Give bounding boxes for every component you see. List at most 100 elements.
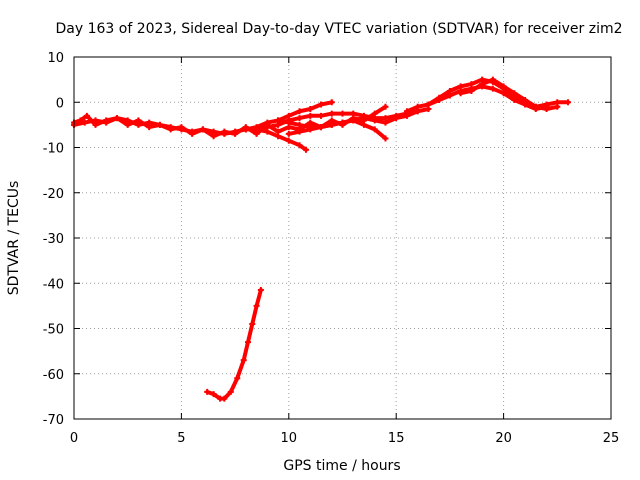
data-point bbox=[489, 85, 496, 92]
data-point bbox=[275, 117, 282, 124]
data-point bbox=[285, 119, 292, 126]
data-point bbox=[264, 119, 271, 126]
y-axis-ticks: 10 0 -10 -20 -30 -40 -50 -60 -70 bbox=[43, 51, 611, 428]
series-track-8 bbox=[425, 83, 550, 113]
data-point bbox=[382, 135, 389, 142]
y-tick-label: -20 bbox=[43, 187, 64, 202]
data-point bbox=[457, 90, 464, 97]
chart-title: Day 163 of 2023, Sidereal Day-to-day VTE… bbox=[56, 21, 623, 37]
data-point bbox=[227, 388, 234, 395]
data-point bbox=[199, 126, 206, 133]
series-line bbox=[426, 84, 549, 111]
y-tick-label: -60 bbox=[43, 368, 64, 383]
data-point bbox=[436, 96, 443, 103]
series-line bbox=[458, 77, 560, 111]
data-point bbox=[479, 81, 486, 88]
data-point bbox=[489, 76, 496, 83]
data-point bbox=[240, 357, 247, 364]
data-point bbox=[234, 375, 241, 382]
series-track-6 bbox=[285, 106, 432, 137]
data-point bbox=[296, 108, 303, 115]
data-point bbox=[210, 133, 217, 140]
x-tick-label: 5 bbox=[177, 431, 185, 446]
data-point bbox=[382, 119, 389, 126]
data-point bbox=[103, 119, 110, 126]
y-tick-label: -40 bbox=[43, 277, 64, 292]
data-point bbox=[296, 128, 303, 135]
data-point bbox=[249, 320, 256, 327]
data-point bbox=[403, 108, 410, 115]
data-point bbox=[339, 110, 346, 117]
data-point bbox=[146, 124, 153, 131]
data-point bbox=[371, 126, 378, 133]
data-point bbox=[189, 130, 196, 137]
y-tick-label: -50 bbox=[43, 323, 64, 338]
data-point bbox=[500, 83, 507, 90]
data-point bbox=[382, 103, 389, 110]
y-tick-label: -30 bbox=[43, 232, 64, 247]
data-point bbox=[285, 137, 292, 144]
data-point bbox=[543, 106, 550, 113]
data-point bbox=[360, 115, 367, 122]
x-tick-label: 10 bbox=[281, 431, 298, 446]
data-point bbox=[318, 101, 325, 108]
data-point bbox=[275, 133, 282, 140]
data-point bbox=[328, 121, 335, 128]
data-point bbox=[178, 124, 185, 131]
series-track-2 bbox=[71, 103, 389, 140]
data-point bbox=[511, 90, 518, 97]
data-point bbox=[318, 112, 325, 119]
data-point bbox=[500, 90, 507, 97]
x-axis-ticks: 0 5 10 15 20 25 bbox=[70, 57, 619, 446]
data-point bbox=[285, 112, 292, 119]
data-point bbox=[232, 130, 239, 137]
data-point bbox=[414, 103, 421, 110]
data-point bbox=[371, 110, 378, 117]
grid-lines bbox=[74, 57, 611, 419]
series-track-10 bbox=[204, 287, 264, 402]
data-point bbox=[204, 388, 211, 395]
series-track-9 bbox=[457, 76, 561, 113]
data-point bbox=[257, 287, 264, 294]
y-tick-label: 10 bbox=[47, 51, 64, 66]
data-point bbox=[425, 101, 432, 108]
data-point bbox=[350, 117, 357, 124]
data-point bbox=[307, 106, 314, 113]
data-point bbox=[296, 115, 303, 122]
data-point bbox=[296, 121, 303, 128]
series-line bbox=[205, 288, 263, 401]
series-track-4 bbox=[253, 126, 309, 153]
data-point bbox=[135, 117, 142, 124]
data-point bbox=[339, 119, 346, 126]
data-point bbox=[83, 112, 90, 119]
data-point bbox=[92, 117, 99, 124]
data-point bbox=[156, 121, 163, 128]
data-point bbox=[253, 302, 260, 309]
data-point bbox=[307, 126, 314, 133]
data-point bbox=[307, 112, 314, 119]
x-axis-label: GPS time / hours bbox=[283, 458, 400, 474]
data-point bbox=[244, 339, 251, 346]
data-point bbox=[554, 103, 561, 110]
x-tick-label: 25 bbox=[603, 431, 620, 446]
data-point bbox=[285, 130, 292, 137]
data-point bbox=[532, 103, 539, 110]
data-point bbox=[511, 96, 518, 103]
data-point bbox=[221, 128, 228, 135]
data-point bbox=[81, 119, 88, 126]
y-tick-label: -10 bbox=[43, 142, 64, 157]
x-tick-label: 15 bbox=[388, 431, 405, 446]
data-point bbox=[124, 121, 131, 128]
x-tick-label: 0 bbox=[70, 431, 78, 446]
y-tick-label: -70 bbox=[43, 413, 64, 428]
data-point bbox=[302, 146, 309, 153]
data-point bbox=[242, 126, 249, 133]
data-point bbox=[113, 115, 120, 122]
data-point bbox=[296, 142, 303, 149]
data-point bbox=[360, 121, 367, 128]
data-point bbox=[371, 117, 378, 124]
data-point bbox=[221, 395, 228, 402]
data-point bbox=[446, 92, 453, 99]
data-point bbox=[328, 110, 335, 117]
